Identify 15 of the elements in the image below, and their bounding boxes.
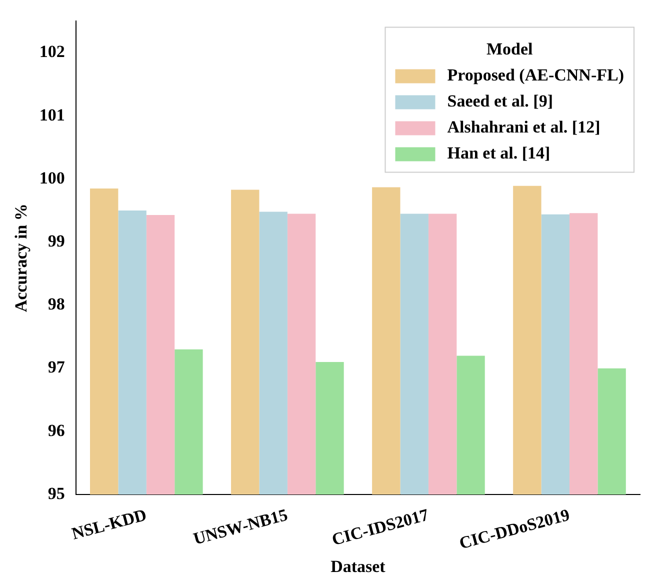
y-tick-label: 100 [39, 168, 65, 188]
y-axis-title: Accuracy in % [12, 204, 31, 312]
y-tick-label: 97 [48, 358, 66, 377]
x-axis-title: Dataset [330, 557, 386, 576]
legend-label: Proposed (AE-CNN-FL) [447, 66, 624, 85]
y-tick-label: 98 [48, 294, 65, 314]
y-tick-label: 99 [48, 231, 65, 250]
legend-label: Alshahrani et al. [12] [447, 118, 600, 137]
legend-label: Han et al. [14] [447, 144, 550, 163]
y-tick-label: 102 [39, 42, 65, 62]
legend-label: Saeed et al. [9] [447, 92, 554, 111]
y-tick-label: 95 [48, 484, 65, 503]
y-tick-label: 96 [48, 420, 65, 440]
y-tick-label: 101 [39, 105, 65, 124]
legend-title: Model [486, 40, 534, 59]
